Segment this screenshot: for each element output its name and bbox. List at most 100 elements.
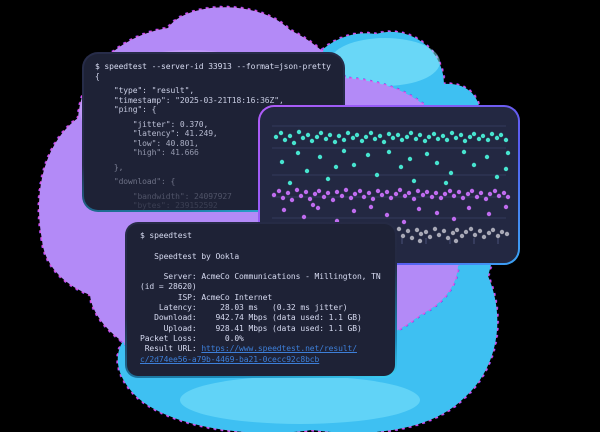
cyan-band-dot — [390, 135, 396, 141]
purple-band-dot — [298, 193, 304, 199]
purple-band-dot — [424, 189, 430, 195]
purple-band-dot — [478, 190, 484, 196]
cyan-band-dot — [300, 135, 306, 141]
gray-band-dot — [405, 228, 411, 234]
terminal-text: Speedtest by Ookla — [140, 251, 240, 261]
cyan-band-dot — [341, 137, 347, 143]
cyan-band-dot — [435, 136, 441, 142]
cyan-band-dot — [365, 152, 371, 158]
cyan-band-dot — [399, 137, 405, 143]
gray-band-dot — [459, 233, 465, 239]
purple-band-dot — [343, 187, 349, 193]
terminal-line: ISP: AcmeCo Internet — [140, 293, 383, 303]
cyan-band-dot — [424, 151, 430, 157]
cyan-band-dot — [304, 168, 310, 174]
cyan-band-dot — [417, 132, 423, 138]
purple-band-dot — [401, 219, 407, 225]
terminal-text: "bytes": 239152592 — [95, 201, 218, 210]
gray-band-dot — [504, 231, 510, 237]
purple-band-dot — [276, 188, 282, 194]
blue-cloud-highlight-bottom — [180, 376, 420, 424]
purple-band-dot — [442, 191, 448, 197]
terminal-line: Packet Loss: 0.0% — [140, 334, 383, 344]
purple-band-dot — [303, 189, 309, 195]
purple-band-dot — [351, 208, 357, 214]
purple-band-dot — [406, 190, 412, 196]
purple-band-dot — [474, 194, 480, 200]
cyan-band-dot — [398, 164, 404, 170]
terminal-line: "type": "result", — [95, 86, 333, 96]
cyan-band-dot — [503, 166, 509, 172]
purple-band-dot — [294, 187, 300, 193]
terminal-text: "high": 41.666 — [95, 148, 199, 157]
purple-band-dot — [429, 194, 435, 200]
cyan-band-dot — [422, 138, 428, 144]
cyan-band-dot — [381, 139, 387, 145]
cyan-band-dot — [386, 131, 392, 137]
purple-band-dot — [388, 195, 394, 201]
purple-band-dot — [357, 188, 363, 194]
terminal-speedtest-surface: $ speedtest Speedtest by Ookla Server: A… — [127, 224, 395, 376]
purple-band-dot — [451, 193, 457, 199]
terminal-line: "timestamp": "2025-03-21T18:16:36Z", — [95, 96, 333, 106]
cyan-band-dot — [471, 131, 477, 137]
purple-band-dot — [281, 207, 287, 213]
result-url-link[interactable]: c/2d74ee56-a79b-4469-ba21-0cecc92c8bcb — [140, 354, 320, 364]
purple-band-dot — [366, 190, 372, 196]
cyan-band-dot — [413, 136, 419, 142]
terminal-line: "low": 40.801, — [95, 139, 333, 149]
purple-band-dot — [501, 190, 507, 196]
gray-band-dot — [432, 226, 438, 232]
cyan-band-dot — [318, 130, 324, 136]
terminal-text: ISP: AcmeCo Internet — [140, 292, 273, 302]
cyan-band-dot — [461, 149, 467, 155]
cyan-band-dot — [345, 130, 351, 136]
purple-band-dot — [393, 191, 399, 197]
terminal-line: Result URL: https://www.speedtest.net/re… — [140, 344, 383, 354]
terminal-line: $ speedtest --server-id 33913 --format=j… — [95, 62, 333, 72]
terminal-line: }, — [95, 163, 333, 173]
cyan-band-dot — [282, 137, 288, 143]
gray-band-dot — [472, 232, 478, 238]
cyan-band-dot — [354, 132, 360, 138]
cyan-band-dot — [386, 149, 392, 155]
purple-band-dot — [379, 192, 385, 198]
purple-band-dot — [465, 191, 471, 197]
result-url-link[interactable]: https://www.speedtest.net/result/ — [201, 344, 357, 354]
terminal-line: Speedtest by Ookla — [140, 252, 383, 262]
purple-band-dot — [271, 192, 277, 198]
purple-band-dot — [487, 191, 493, 197]
terminal-line: "bytes": 239152592 — [95, 201, 333, 210]
terminal-text: Packet Loss: 0.0% — [140, 333, 244, 343]
gray-band-dot — [445, 235, 451, 241]
gray-band-dot — [427, 234, 433, 240]
purple-band-dot — [312, 191, 318, 197]
gray-band-dot — [450, 230, 456, 236]
cyan-band-dot — [494, 135, 500, 141]
cyan-band-dot — [332, 139, 338, 145]
scatter-plot — [271, 125, 511, 244]
gray-band-dot — [409, 235, 415, 241]
terminal-line: "ping": { — [95, 105, 333, 115]
gray-band-dot — [481, 234, 487, 240]
terminal-line: Server: AcmeCo Communications - Millingt… — [140, 272, 383, 282]
terminal-line: "bandwidth": 24097927 — [95, 192, 333, 202]
gray-band-dot — [441, 228, 447, 234]
cyan-band-dot — [498, 132, 504, 138]
cyan-band-dot — [434, 160, 440, 166]
terminal-blank-line — [140, 262, 383, 272]
gray-band-dot — [414, 227, 420, 233]
terminal-text: Result URL: — [140, 344, 202, 354]
purple-band-dot — [330, 197, 336, 203]
cyan-band-dot — [317, 154, 323, 160]
terminal-text: $ speedtest --server-id 33913 --format=j… — [95, 62, 331, 71]
purple-band-dot — [352, 191, 358, 197]
cyan-band-dot — [279, 159, 285, 165]
purple-band-dot — [460, 195, 466, 201]
purple-band-dot — [496, 193, 502, 199]
terminal-text: "latency": 41.249, — [95, 129, 218, 138]
gray-band-dot — [486, 230, 492, 236]
purple-band-dot — [505, 194, 511, 200]
cyan-band-dot — [467, 134, 473, 140]
cyan-band-dot — [309, 138, 315, 144]
